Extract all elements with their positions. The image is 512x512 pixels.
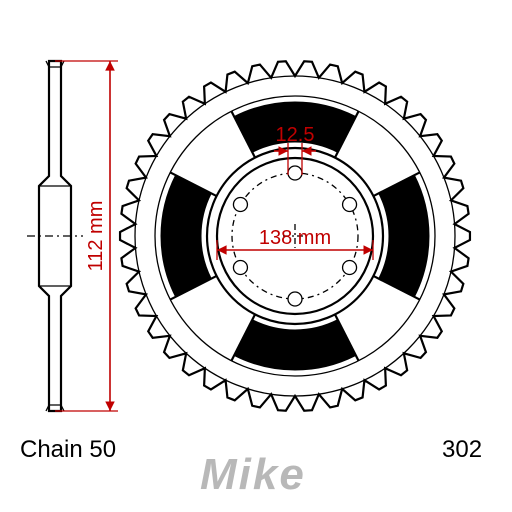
- diagram-canvas: 112 mm 138 mm 12.5 Chain 50 302 Mike: [0, 0, 512, 512]
- bolt-hole: [288, 166, 302, 180]
- cutout: [234, 320, 356, 370]
- part-number: 302: [442, 436, 482, 464]
- bolt-hole: [233, 198, 247, 212]
- chain-label: Chain 50: [20, 436, 116, 464]
- bolt-hole: [288, 292, 302, 306]
- watermark-text: Mike: [200, 450, 306, 500]
- bolt-hole: [233, 261, 247, 275]
- bolt-hole: [343, 198, 357, 212]
- dim-112-text: 112 mm: [85, 201, 107, 272]
- cutout: [161, 175, 211, 297]
- dim-12p5-text: 12.5: [276, 124, 315, 146]
- dim-138-text: 138 mm: [259, 227, 331, 249]
- bolt-hole: [343, 261, 357, 275]
- cutout: [379, 175, 429, 297]
